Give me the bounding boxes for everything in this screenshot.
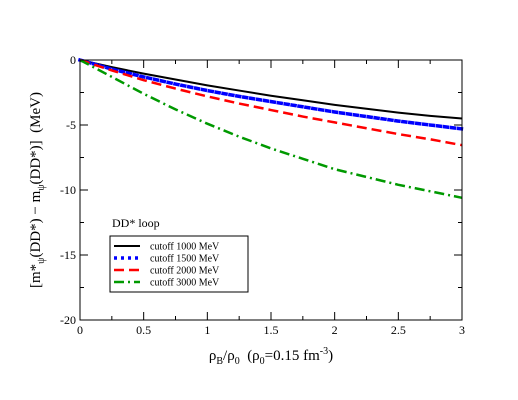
legend-label-3: cutoff 2000 MeV [150,266,220,277]
y-axis-label: [m*ψ(DD*) − mψ(DD*)] (MeV) [28,92,47,288]
y-tick-label: -20 [60,313,76,327]
legend-label-4: cutoff 3000 MeV [150,278,220,289]
x-tick-label: 1 [204,323,210,337]
x-axis-label: ρB/ρ0 (ρ0=0.15 fm-3) [209,346,333,367]
axis-tick-labels: 0 0.5 1 1.5 2 2.5 3 0 -5 -10 -15 -20 [60,53,465,337]
x-tick-label: 0.5 [136,323,151,337]
y-tick-label: -10 [60,183,76,197]
series-line-3 [79,58,463,147]
legend-label-2: cutoff 1500 MeV [150,254,220,265]
legend-label-1: cutoff 1000 MeV [150,242,220,253]
series-line-2 [77,57,464,131]
x-tick-label: 1.5 [264,323,279,337]
y-tick-label: -5 [66,118,76,132]
y-tick-label: -15 [60,248,76,262]
series-line-4 [79,58,463,200]
axis-ticks [79,59,463,321]
annotation-dd-loop: DD* loop [112,216,160,230]
x-tick-label: 3 [459,323,465,337]
x-tick-label: 0 [77,323,83,337]
x-tick-label: 2.5 [391,323,406,337]
y-tick-label: 0 [70,53,76,67]
series-layer [77,57,464,200]
x-tick-label: 2 [332,323,338,337]
series-line-1 [79,59,463,120]
